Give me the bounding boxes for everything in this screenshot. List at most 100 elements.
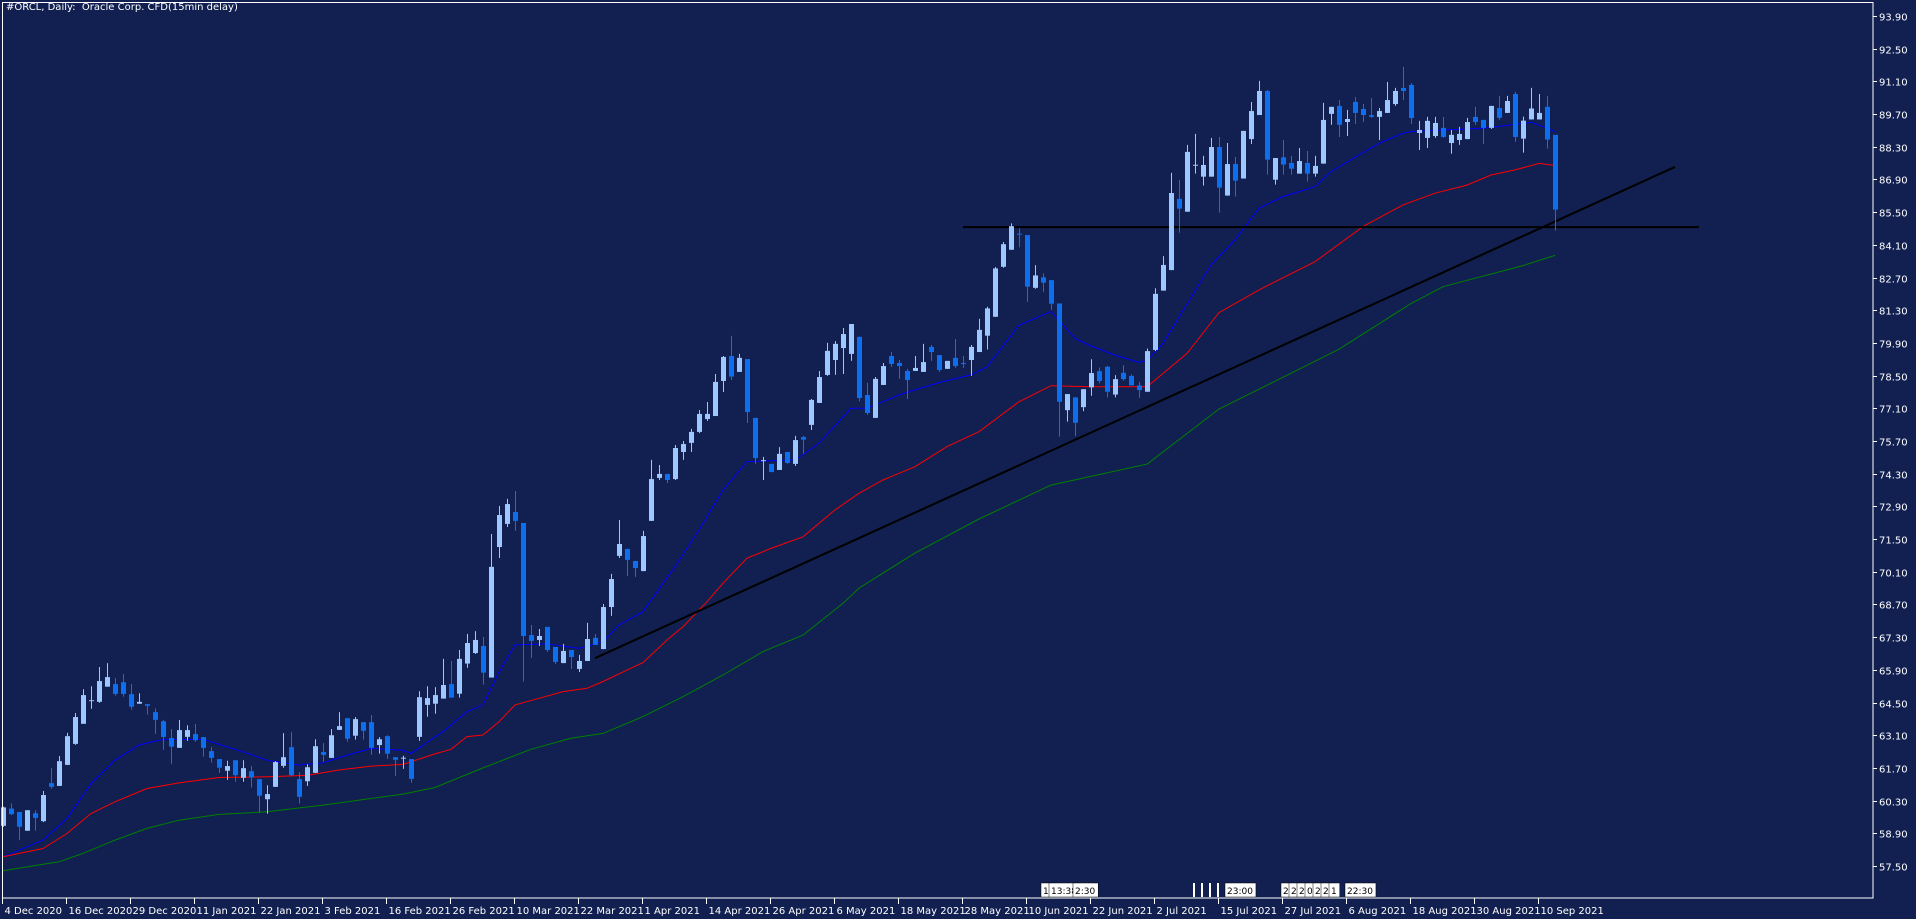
candle: [1393, 87, 1398, 106]
candle: [961, 356, 966, 368]
candle: [1025, 235, 1030, 302]
candle-body: [1489, 105, 1494, 128]
candle: [249, 766, 254, 788]
candle-body: [185, 730, 190, 737]
candle: [1097, 367, 1102, 384]
candle: [1441, 116, 1446, 138]
candle-body: [1481, 119, 1486, 128]
candle-body: [1417, 129, 1422, 134]
candle: [321, 743, 326, 762]
moving-average-line-ma_slow: [2, 254, 1556, 872]
candle-body: [1529, 108, 1534, 120]
candle: [537, 628, 542, 647]
x-tick-label: 29 Dec 2020: [133, 906, 197, 917]
candle-body: [249, 771, 254, 778]
candle: [785, 451, 790, 464]
candle-body: [1409, 84, 1414, 119]
candle-body: [481, 646, 486, 673]
y-tick-label: 71.50: [1879, 536, 1908, 547]
candle-body: [665, 473, 670, 481]
candle-body: [1521, 120, 1526, 139]
candle-body: [1113, 379, 1118, 395]
candle: [697, 409, 702, 434]
candle-body: [577, 660, 582, 669]
candle: [1505, 95, 1510, 113]
candle-body: [1377, 111, 1382, 117]
event-marker-label: 2: [1323, 887, 1329, 897]
candle: [1137, 381, 1142, 398]
candle-body: [873, 378, 878, 418]
candle-body: [889, 356, 894, 364]
candle: [913, 356, 918, 371]
candle: [97, 667, 102, 703]
candle-body: [729, 356, 734, 377]
candle: [353, 717, 358, 740]
candle-body: [1297, 161, 1302, 174]
candle-body: [49, 783, 54, 787]
event-marker-line: [1217, 883, 1219, 897]
candle-body: [201, 737, 206, 748]
candle: [585, 622, 590, 661]
candle: [577, 654, 582, 672]
candle: [1081, 389, 1086, 412]
candle: [1161, 256, 1166, 291]
x-tick-label: 26 Apr 2021: [773, 906, 835, 917]
y-tick-label: 91.10: [1879, 78, 1908, 89]
candle: [1321, 102, 1326, 164]
candle: [25, 810, 30, 831]
event-marker-label: 23:00: [1227, 887, 1253, 897]
candle: [409, 759, 414, 783]
event-marker-label: 1: [1043, 887, 1049, 897]
candle-body: [257, 779, 262, 796]
candle-body: [369, 722, 374, 748]
candle: [1089, 359, 1094, 396]
y-tick-label: 74.30: [1879, 471, 1908, 482]
candle: [721, 356, 726, 392]
candle: [1457, 126, 1462, 145]
y-tick-label: 84.10: [1879, 242, 1908, 253]
x-tick-label: 10 Mar 2021: [517, 906, 580, 917]
candle-body: [417, 697, 422, 737]
candle: [257, 779, 262, 813]
x-tick-label: 3 Feb 2021: [325, 906, 381, 917]
candle-body: [425, 698, 430, 705]
candle-body: [1249, 111, 1254, 140]
candle-body: [105, 677, 110, 687]
x-tick-label: 16 Feb 2021: [389, 906, 451, 917]
candle: [433, 687, 438, 714]
candle-body: [217, 759, 222, 768]
candle: [745, 359, 750, 424]
candle-body: [529, 635, 534, 641]
candle-body: [1041, 277, 1046, 283]
candle-body: [1169, 193, 1174, 271]
candle-body: [1001, 244, 1006, 267]
event-marker: 2:30: [1072, 882, 1099, 898]
candle-body: [1265, 90, 1270, 160]
candle-body: [1121, 372, 1126, 380]
candle-body: [857, 336, 862, 399]
y-tick-label: 81.30: [1879, 307, 1908, 318]
candle-body: [689, 431, 694, 443]
candle-body: [1009, 226, 1014, 250]
candle: [985, 306, 990, 350]
y-tick-label: 57.50: [1879, 863, 1908, 874]
candle: [1033, 265, 1038, 289]
candle-body: [473, 639, 478, 654]
candle: [1369, 97, 1374, 118]
candle-body: [1281, 157, 1286, 165]
candle-body: [1177, 198, 1182, 209]
candle-body: [1553, 134, 1558, 210]
event-marker-label: 13:38: [1051, 887, 1077, 897]
x-tick-label: 16 Dec 2020: [69, 906, 133, 917]
candle-body: [641, 536, 646, 572]
candle-body: [1209, 147, 1214, 177]
candle: [1281, 140, 1286, 175]
candle-body: [17, 812, 22, 827]
candle-body: [1329, 106, 1334, 114]
x-tick-label: 10 Sep 2021: [1541, 906, 1604, 917]
candle-body: [825, 350, 830, 375]
candle-body: [1257, 90, 1262, 116]
candle: [545, 626, 550, 652]
candle-body: [353, 719, 358, 736]
